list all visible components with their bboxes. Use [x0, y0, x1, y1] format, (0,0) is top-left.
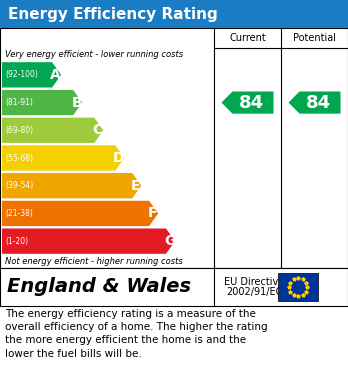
Text: 2002/91/EC: 2002/91/EC — [226, 287, 282, 297]
Text: (92-100): (92-100) — [5, 70, 38, 79]
Text: C: C — [93, 123, 103, 137]
Text: (55-68): (55-68) — [5, 154, 33, 163]
Bar — [0, 28, 348, 268]
Text: (1-20): (1-20) — [5, 237, 28, 246]
Text: 84: 84 — [239, 93, 264, 111]
Text: Current: Current — [229, 33, 266, 43]
Text: (69-80): (69-80) — [5, 126, 33, 135]
Polygon shape — [2, 145, 124, 170]
Text: (39-54): (39-54) — [5, 181, 33, 190]
Polygon shape — [221, 91, 274, 114]
Text: Energy Efficiency Rating: Energy Efficiency Rating — [8, 7, 218, 22]
Text: (81-91): (81-91) — [5, 98, 33, 107]
Text: (21-38): (21-38) — [5, 209, 33, 218]
Text: A: A — [50, 68, 61, 82]
Text: Very energy efficient - lower running costs: Very energy efficient - lower running co… — [5, 50, 183, 59]
Bar — [278, 273, 318, 301]
Text: F: F — [148, 206, 157, 221]
Text: England & Wales: England & Wales — [7, 278, 191, 296]
Polygon shape — [288, 91, 340, 114]
Polygon shape — [2, 118, 103, 143]
Text: 84: 84 — [306, 93, 331, 111]
Text: Not energy efficient - higher running costs: Not energy efficient - higher running co… — [5, 257, 183, 266]
Polygon shape — [2, 201, 158, 226]
Bar — [0, 268, 348, 306]
Text: G: G — [164, 234, 175, 248]
Text: EU Directive: EU Directive — [224, 277, 284, 287]
Text: E: E — [131, 179, 141, 193]
Text: B: B — [71, 95, 82, 109]
Polygon shape — [2, 90, 82, 115]
Polygon shape — [2, 228, 175, 254]
Polygon shape — [2, 173, 141, 198]
Bar — [0, 0, 348, 28]
Text: The energy efficiency rating is a measure of the
overall efficiency of a home. T: The energy efficiency rating is a measur… — [5, 309, 268, 359]
Polygon shape — [2, 62, 61, 88]
Text: Potential: Potential — [293, 33, 336, 43]
Text: D: D — [113, 151, 125, 165]
